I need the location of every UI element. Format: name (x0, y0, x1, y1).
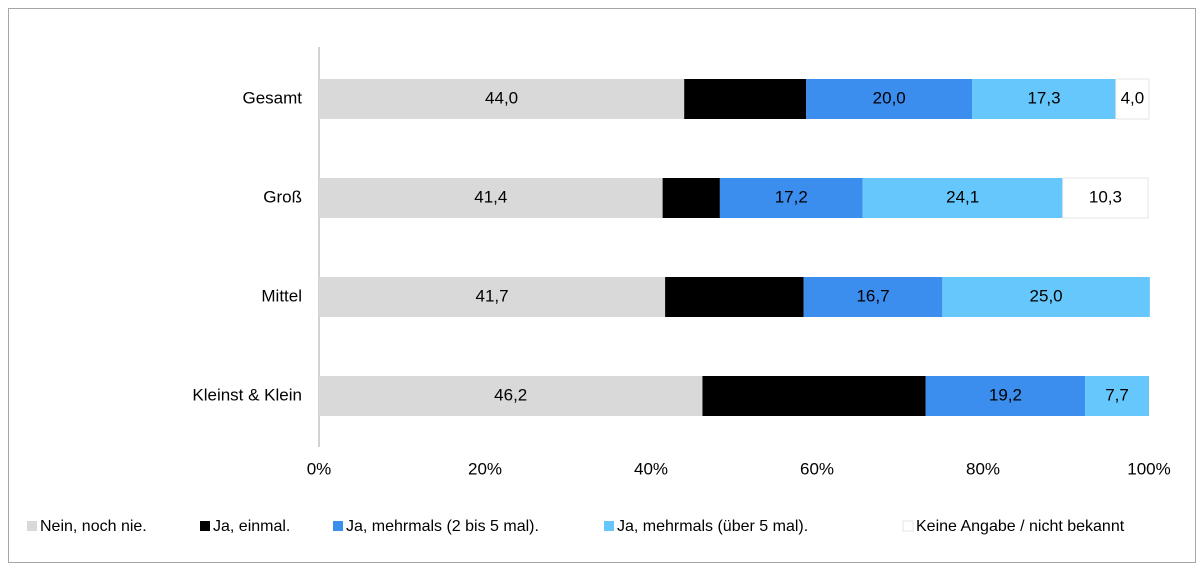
data-label: 25,0 (1030, 286, 1063, 305)
legend-swatch (333, 521, 343, 531)
bar-segment (319, 376, 703, 416)
legend-swatch (27, 521, 37, 531)
data-label: 14,7 (729, 88, 762, 107)
data-label: 4,0 (1121, 88, 1145, 107)
data-label: 26,9 (798, 385, 831, 404)
bar-segment (1115, 78, 1150, 120)
category-label: Mittel (261, 286, 302, 305)
legend-swatch (604, 521, 614, 531)
data-label: 10,3 (1089, 187, 1122, 206)
bar-segment (702, 376, 926, 416)
bar-segment (806, 79, 973, 119)
bar-segment (862, 178, 1063, 218)
bar-segment (319, 277, 666, 317)
bar-segment (803, 277, 943, 317)
legend-label: Nein, noch nie. (40, 518, 147, 535)
bar-segment (1062, 177, 1149, 219)
bar-segment (719, 178, 863, 218)
legend-label: Ja, mehrmals (über 5 mal). (617, 518, 808, 535)
legend-label: Keine Angabe / nicht bekannt (916, 518, 1125, 535)
bar-segment (665, 277, 804, 317)
legend-label: Ja, einmal. (213, 518, 290, 535)
bar-segment (684, 79, 807, 119)
data-label: 16,7 (856, 286, 889, 305)
bar-segment (319, 79, 685, 119)
data-label: 6,9 (679, 187, 703, 206)
data-label: 24,1 (946, 187, 979, 206)
bar-segment (1085, 376, 1149, 416)
legend-label: Ja, mehrmals (2 bis 5 mal). (346, 518, 539, 535)
legend-swatch (902, 520, 914, 532)
data-label: 16,7 (718, 286, 751, 305)
data-label: 44,0 (485, 88, 518, 107)
x-tick-label: 80% (966, 459, 1000, 478)
legend-swatch (200, 521, 210, 531)
bar-segment (942, 277, 1150, 317)
x-tick-label: 60% (800, 459, 834, 478)
data-label: 17,3 (1027, 88, 1060, 107)
data-label: 41,4 (474, 187, 507, 206)
x-tick-label: 0% (307, 459, 332, 478)
data-label: 7,7 (1105, 385, 1129, 404)
bar-segment (662, 178, 720, 218)
x-tick-label: 40% (634, 459, 668, 478)
category-label: Kleinst & Klein (192, 385, 302, 404)
data-label: 41,7 (476, 286, 509, 305)
category-label: Gesamt (242, 88, 302, 107)
data-label: 19,2 (989, 385, 1022, 404)
x-tick-label: 20% (468, 459, 502, 478)
data-label: 46,2 (494, 385, 527, 404)
data-label: 17,2 (775, 187, 808, 206)
data-label: 20,0 (873, 88, 906, 107)
category-label: Groß (263, 187, 302, 206)
x-tick-label: 100% (1127, 459, 1170, 478)
bar-segment (925, 376, 1086, 416)
bar-segment (972, 79, 1116, 119)
bar-segment (319, 178, 663, 218)
chart-border (8, 8, 1196, 563)
